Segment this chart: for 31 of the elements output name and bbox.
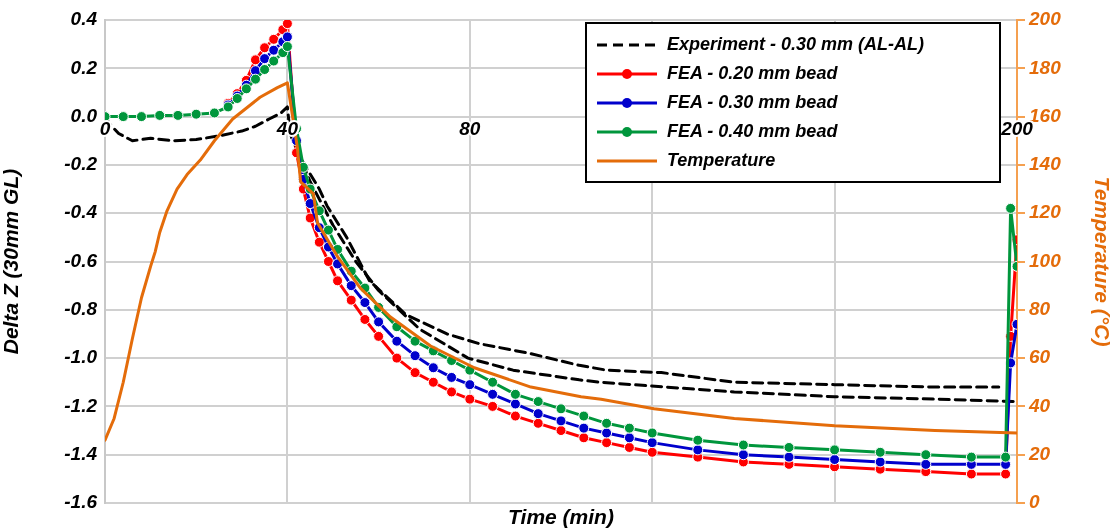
y-tick-label: -0.8 bbox=[64, 298, 98, 320]
y-tick-label: -1.4 bbox=[64, 442, 98, 464]
y2-tick-label: 60 bbox=[1029, 346, 1051, 368]
y-tick-label: -0.2 bbox=[64, 153, 98, 175]
y2-tick-label: 120 bbox=[1029, 201, 1062, 223]
y-tick-label: 0.0 bbox=[70, 104, 98, 126]
y-tick-label: 0.4 bbox=[70, 8, 98, 30]
legend-label: Experiment - 0.30 mm (AL-AL) bbox=[667, 34, 925, 55]
y-tick-label: -1.2 bbox=[64, 394, 98, 416]
y-axis-title: Delta Z (30mm GL) bbox=[0, 168, 23, 355]
y2-tick-label: 80 bbox=[1029, 298, 1051, 320]
y2-tick-label: 180 bbox=[1029, 56, 1062, 78]
legend-label: FEA - 0.30 mm bead bbox=[667, 92, 838, 113]
y2-tick-label: 200 bbox=[1028, 8, 1062, 30]
legend-label: FEA - 0.20 mm bead bbox=[667, 63, 838, 84]
y2-tick-label: 20 bbox=[1028, 442, 1051, 464]
y2-tick-label: 140 bbox=[1029, 153, 1062, 175]
y-tick-label: -1.6 bbox=[64, 491, 98, 513]
legend-label: Temperature bbox=[667, 150, 776, 171]
x-axis-title: Time (min) bbox=[507, 505, 615, 529]
y-tick-label: -0.4 bbox=[64, 201, 98, 223]
y-tick-label: 0.2 bbox=[70, 56, 98, 78]
y2-axis-title: Temperature (°C) bbox=[1090, 176, 1113, 347]
y2-tick-label: 40 bbox=[1028, 394, 1051, 416]
y-tick-label: -1.0 bbox=[64, 346, 98, 368]
y2-tick-label: 0 bbox=[1029, 491, 1040, 513]
y-tick-label: -0.6 bbox=[64, 249, 98, 271]
x-tick-label: 80 bbox=[459, 118, 481, 140]
legend-label: FEA - 0.40 mm bead bbox=[667, 121, 838, 142]
y2-tick-label: 100 bbox=[1029, 249, 1062, 271]
x-tick-label: 0 bbox=[99, 118, 111, 140]
